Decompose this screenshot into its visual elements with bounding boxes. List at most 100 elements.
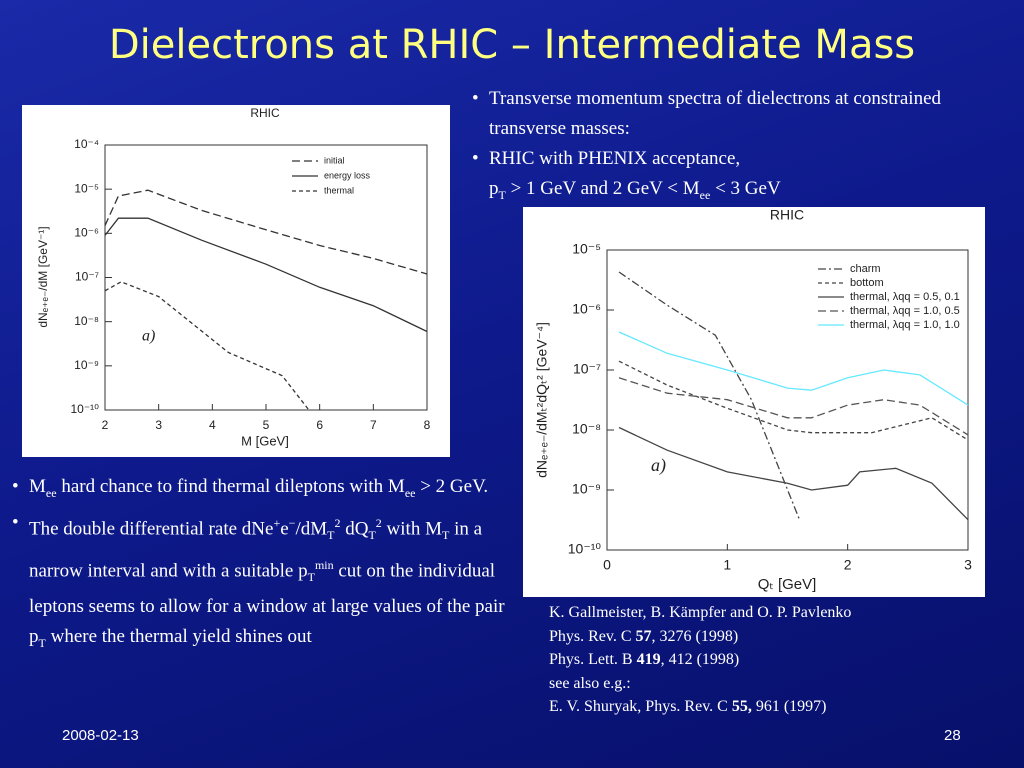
chart: RHIC Qₜ [GeV] dNₑ₊ₑ₋/dMₜ²dQₜ² [GeV⁻⁴] a) 0 1 2… [523, 207, 985, 597]
text-run: 2 [375, 515, 382, 530]
reference-line: Phys. Rev. C 57, 3276 (1998) [549, 625, 851, 649]
plot-frame [104, 144, 428, 411]
x-tick-label: 2 [102, 418, 109, 432]
bullet-line: pT > 1 GeV and 2 GeV < Mee < 3 GeV [489, 174, 1012, 210]
y-tick-label: 10⁻¹⁰ [568, 541, 602, 557]
x-axis-label: Qₜ [GeV] [758, 576, 817, 593]
text-run: T [368, 527, 376, 542]
legend-label: bottom [850, 277, 884, 289]
text-run: where the thermal yield shines out [45, 626, 312, 648]
reference-line: E. V. Shuryak, Phys. Rev. C 55, 961 (199… [549, 695, 851, 719]
y-axis-label: dNₑ₊ₑ₋/dMₜ²dQₜ² [GeV⁻⁴] [534, 322, 550, 478]
x-axis-label: M [GeV] [241, 433, 289, 448]
legend-label: charm [850, 263, 881, 275]
x-tick-label: 3 [964, 557, 972, 573]
x-tick-label: 4 [209, 418, 216, 432]
text-run: e [280, 518, 289, 540]
x-tick-label: 5 [263, 418, 270, 432]
text-run: with M [381, 518, 442, 540]
bullet-list: Transverse momentum spectra of dielectro… [472, 84, 1012, 210]
reference-line: Phys. Lett. B 419, 412 (1998) [549, 648, 851, 672]
legend-label: thermal, λqq = 0.5, 0.1 [850, 291, 960, 303]
y-tick-label: 10⁻⁵ [74, 181, 99, 195]
y-tick-label: 10⁻⁸ [74, 314, 99, 328]
text-run: T [307, 570, 315, 585]
text-run: T [498, 187, 506, 202]
bullet: The double differential rate dNe+e−/dMT2… [12, 508, 517, 658]
text-run: 2 [334, 515, 341, 530]
y-tick-label: 10⁻⁸ [572, 421, 601, 437]
bullet-line: The double differential rate dNe+e−/dMT2… [29, 508, 517, 658]
series-line [104, 189, 428, 275]
plot-frame [606, 249, 969, 551]
text-run: K. Gallmeister, B. Kämpfer and O. P. Pav… [549, 604, 852, 621]
text-run: cut on the individual leptons seems to a… [29, 560, 505, 648]
text-run: RHIC with PHENIX acceptance, [489, 148, 741, 169]
y-tick-label: 10⁻⁷ [573, 361, 601, 377]
footer-date: 2008-02-13 [62, 727, 139, 744]
legend-label: initial [324, 155, 345, 165]
x-tick-label: 0 [603, 557, 611, 573]
bullet-line: Mee hard chance to find thermal dilepton… [29, 472, 517, 508]
page-number: 28 [944, 727, 961, 744]
y-tick-label: 10⁻⁹ [74, 358, 99, 372]
text-run: 55, [731, 698, 752, 715]
text-run: , 412 (1998) [660, 651, 740, 668]
y-tick-label: 10⁻⁶ [572, 301, 601, 317]
chart-title: RHIC [250, 106, 280, 120]
y-tick-label: 10⁻⁴ [74, 137, 99, 151]
references: K. Gallmeister, B. Kämpfer and O. P. Pav… [549, 601, 851, 719]
series-line [104, 217, 428, 333]
y-axis-label: dNₑ₊ₑ₋/dM [GeV⁻¹] [36, 226, 50, 327]
legend-label: energy loss [324, 170, 371, 180]
y-tick-label: 10⁻⁵ [572, 241, 601, 257]
text-run: in a narrow interval and with a suitable… [29, 518, 483, 582]
series-line [618, 271, 801, 520]
text-run: Phys. Rev. C [549, 627, 636, 645]
legend-label: thermal, λqq = 1.0, 0.5 [850, 305, 960, 317]
bullet-list: Mee hard chance to find thermal dilepton… [12, 472, 517, 658]
x-tick-label: 2 [844, 557, 852, 573]
series-line [618, 426, 969, 521]
text-run: ee [404, 485, 416, 500]
series-line [618, 331, 969, 406]
text-run: M [29, 476, 46, 497]
chart: RHIC M [GeV] dNₑ₊ₑ₋/dM [GeV⁻¹] a) 2 3 4 5 6 7 8 10⁻… [22, 105, 450, 457]
text-run: T [38, 635, 46, 650]
text-run: Transverse momentum spectra of dielectro… [489, 88, 942, 139]
text-run: 961 (1997) [751, 698, 827, 715]
bullet-line: Transverse momentum spectra of dielectro… [489, 84, 1012, 144]
legend-label: thermal [324, 185, 354, 195]
text-run: ee [699, 187, 711, 202]
text-run: 57 [635, 627, 652, 645]
bullet: Transverse momentum spectra of dielectro… [472, 84, 1012, 144]
chart-title: RHIC [770, 207, 804, 223]
y-tick-label: 10⁻⁷ [75, 270, 99, 284]
legend-label: thermal, λqq = 1.0, 1.0 [850, 319, 960, 331]
text-run: p [489, 178, 499, 199]
x-tick-label: 6 [316, 418, 323, 432]
text-run: The double differential rate dNe [29, 518, 274, 540]
text-run: see also e.g.: [549, 674, 631, 692]
x-tick-label: 1 [723, 557, 731, 573]
text-run: T [441, 527, 450, 542]
slide-title: Dielectrons at RHIC – Intermediate Mass [108, 22, 916, 68]
series-line [618, 360, 969, 441]
text-run: 419 [636, 651, 661, 668]
series-line [618, 377, 969, 436]
text-run: − [288, 515, 296, 530]
bullet: Mee hard chance to find thermal dilepton… [12, 472, 517, 508]
text-run: < 3 GeV [710, 178, 781, 199]
x-tick-label: 8 [424, 418, 431, 432]
y-tick-label: 10⁻⁶ [74, 226, 99, 240]
reference-line: see also e.g.: [549, 672, 851, 696]
text-run: T [327, 527, 335, 542]
annotation: a) [651, 455, 666, 476]
y-tick-label: 10⁻¹⁰ [71, 402, 100, 416]
reference-line: K. Gallmeister, B. Kämpfer and O. P. Pav… [549, 601, 851, 625]
bullet-line: RHIC with PHENIX acceptance, [489, 144, 1012, 174]
text-run: dQ [340, 518, 369, 540]
text-run: min [314, 557, 334, 572]
y-tick-label: 10⁻⁹ [572, 481, 601, 497]
